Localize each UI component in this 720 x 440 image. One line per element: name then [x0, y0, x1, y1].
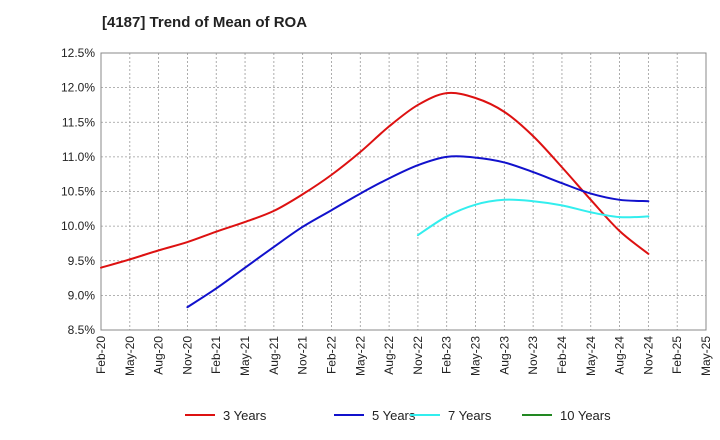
- x-tick-label: Aug-20: [152, 336, 166, 375]
- y-tick-label: 11.5%: [62, 115, 95, 129]
- legend: 3 Years 5 Years 7 Years 10 Years: [185, 408, 611, 423]
- x-tick-label: Feb-24: [555, 336, 569, 374]
- x-tick-label: Nov-22: [411, 336, 425, 375]
- x-tick-label: Aug-23: [497, 336, 511, 375]
- x-tick-label: Nov-20: [180, 336, 194, 375]
- x-tick-label: May-24: [584, 336, 598, 376]
- grid: [100, 52, 707, 331]
- x-tick-label: Feb-22: [324, 336, 338, 374]
- x-tick-label: May-23: [469, 336, 483, 376]
- chart-title: [4187] Trend of Mean of ROA: [102, 14, 308, 31]
- x-tick-label: Nov-21: [296, 336, 310, 375]
- x-axis: Feb-20 May-20 Aug-20 Nov-20 Feb-21 May-21 Aug-…: [94, 336, 713, 376]
- x-tick-label: May-20: [123, 336, 137, 376]
- y-tick-label: 12.0%: [61, 81, 95, 95]
- plot-frame: [100, 52, 707, 331]
- y-tick-label: 8.5%: [68, 323, 96, 337]
- x-tick-label: Feb-20: [94, 336, 108, 374]
- legend-label: 7 Years: [448, 408, 492, 423]
- y-tick-label: 11.0%: [62, 150, 95, 164]
- x-tick-label: Aug-21: [267, 336, 281, 375]
- series-lines: [100, 91, 650, 309]
- legend-label: 5 Years: [372, 408, 416, 423]
- x-tick-label: May-21: [238, 336, 252, 376]
- y-axis: 8.5% 9.0% 9.5% 10.0% 10.5% 11.0% 11.5% 12.0% 12.…: [61, 46, 95, 337]
- y-tick-label: 9.0%: [68, 288, 96, 302]
- x-tick-label: Aug-24: [613, 336, 627, 375]
- series-line-3-years: [100, 91, 650, 269]
- y-tick-label: 9.5%: [68, 254, 96, 268]
- y-tick-label: 10.5%: [61, 185, 95, 199]
- y-tick-label: 10.0%: [61, 219, 95, 233]
- x-tick-label: Aug-22: [382, 336, 396, 375]
- x-tick-label: Nov-24: [641, 336, 655, 375]
- legend-label: 10 Years: [560, 408, 611, 423]
- y-tick-label: 12.5%: [61, 46, 95, 60]
- x-tick-label: May-25: [699, 336, 713, 376]
- legend-label: 3 Years: [223, 408, 267, 423]
- x-tick-label: Feb-25: [670, 336, 684, 374]
- series-line-7-years: [416, 198, 650, 237]
- x-tick-label: Feb-21: [209, 336, 223, 374]
- x-tick-label: Nov-23: [526, 336, 540, 375]
- x-tick-label: Feb-23: [440, 336, 454, 374]
- series-line-5-years: [186, 155, 650, 309]
- x-tick-label: May-22: [353, 336, 367, 376]
